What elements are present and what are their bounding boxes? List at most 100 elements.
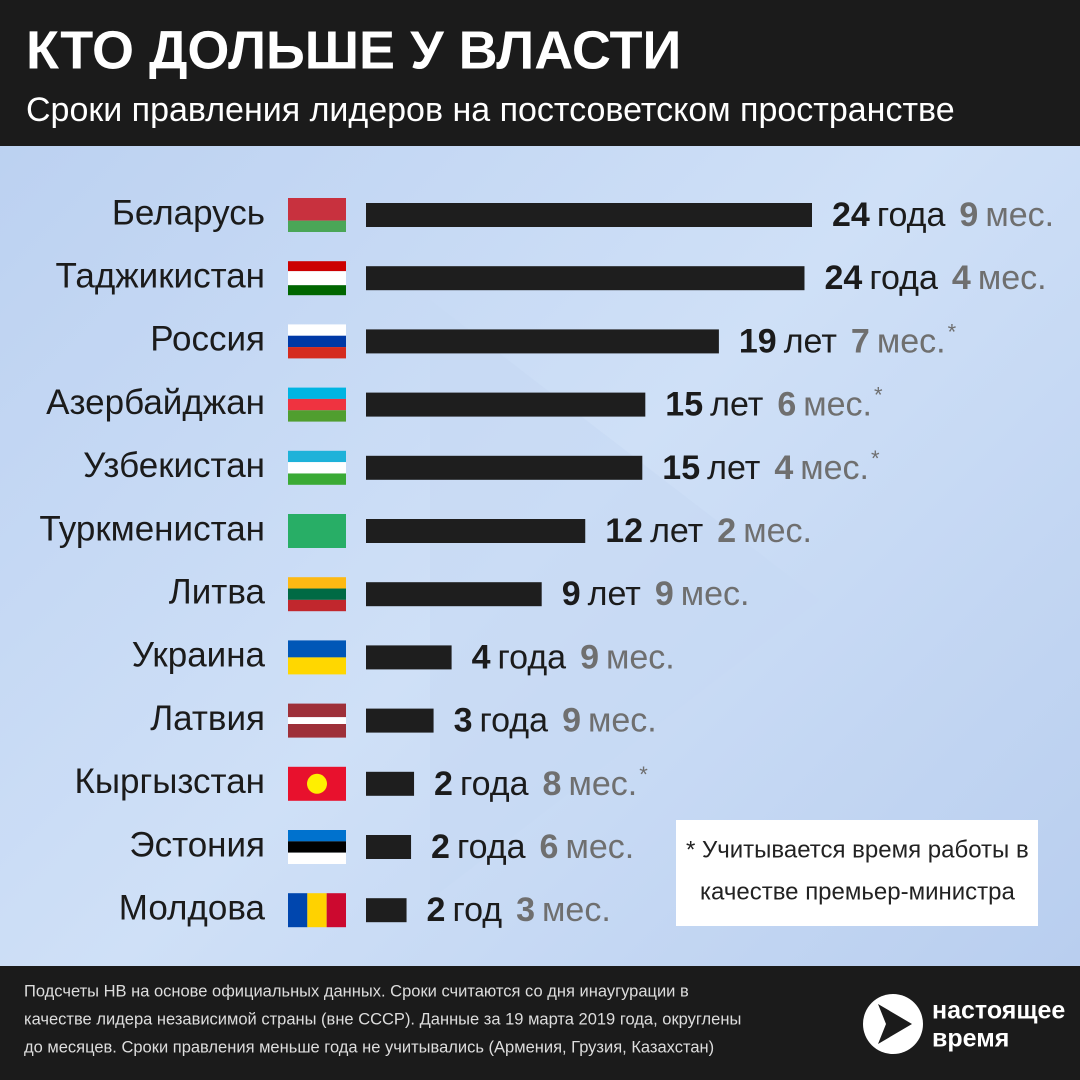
bar — [366, 392, 646, 417]
value-months: 9 — [959, 196, 978, 234]
value-year-word: лет — [710, 386, 763, 424]
bar — [366, 519, 586, 543]
category-label: Беларусь — [112, 193, 265, 232]
flag — [288, 450, 346, 463]
footnote-mark: * — [871, 446, 880, 471]
value-year-word: лет — [784, 322, 837, 360]
value-months: 9 — [562, 702, 581, 740]
flag — [288, 347, 346, 359]
value-label: 3 года 9 мес. — [454, 702, 657, 740]
flag — [288, 657, 346, 675]
value-year-word: лет — [650, 512, 703, 550]
logo-text: настоящее — [932, 997, 1065, 1025]
value-label: 12 лет 2 мес. — [605, 512, 812, 550]
value-years: 9 — [562, 575, 581, 613]
value-year-word: лет — [707, 449, 760, 487]
value-year-word: лет — [588, 575, 641, 613]
category-label: Узбекистан — [83, 446, 265, 485]
flag — [288, 271, 346, 286]
chart-subtitle: Сроки правления лидеров на постсоветском… — [26, 91, 955, 129]
header — [0, 0, 1080, 146]
flag — [288, 588, 346, 600]
flag — [307, 773, 327, 794]
value-years: 19 — [739, 322, 777, 360]
bar — [366, 455, 643, 480]
flag — [288, 473, 346, 485]
flag — [288, 599, 346, 612]
value-label: 15 лет 4 мес.* — [662, 446, 880, 487]
value-months: 8 — [543, 765, 562, 803]
flag — [288, 577, 346, 589]
bar — [366, 835, 412, 859]
category-label: Кыргызстан — [74, 762, 265, 801]
footnote-mark: * — [948, 319, 957, 344]
value-month-unit: мес. — [542, 891, 611, 929]
category-label: Украина — [132, 636, 266, 675]
value-year-word: года — [457, 828, 526, 866]
footer-line: до месяцев. Сроки правления меньше года … — [24, 1038, 714, 1056]
flag — [326, 893, 346, 928]
bar — [366, 645, 452, 670]
value-years: 15 — [662, 449, 700, 487]
value-month-unit: мес. — [588, 702, 657, 740]
value-years: 24 — [824, 259, 862, 297]
bar — [366, 203, 812, 227]
flag — [288, 841, 346, 853]
value-month-unit: мес. — [803, 386, 872, 424]
logo-icon — [878, 1004, 912, 1044]
flag — [288, 220, 346, 232]
value-year-word: года — [479, 702, 548, 740]
value-label: 2 года 6 мес. — [431, 828, 634, 866]
flag — [288, 198, 346, 221]
value-years: 24 — [832, 196, 870, 234]
value-years: 2 — [434, 765, 453, 803]
value-label: 9 лет 9 мес. — [562, 575, 750, 613]
bar — [366, 329, 719, 354]
value-years: 4 — [472, 638, 491, 676]
category-label: Россия — [150, 320, 265, 359]
value-month-unit: мес. — [877, 322, 946, 360]
footer-line: Подсчеты НВ на основе официальных данных… — [24, 982, 689, 1000]
flag — [288, 462, 346, 474]
value-label: 2 год 3 мес. — [427, 891, 611, 929]
note-line: * Учитывается время работы в — [686, 836, 1029, 863]
bar — [366, 771, 415, 796]
value-months: 6 — [777, 386, 796, 424]
value-year-word: года — [498, 638, 567, 676]
value-month-unit: мес. — [681, 575, 750, 613]
value-months: 4 — [952, 259, 971, 297]
note-line: качестве премьер-министра — [700, 878, 1015, 905]
value-month-unit: мес. — [800, 449, 869, 487]
flag — [288, 324, 346, 336]
flag — [288, 261, 346, 272]
flag — [288, 724, 346, 738]
logo-text: время — [932, 1025, 1009, 1053]
value-label: 24 года 9 мес. — [832, 196, 1054, 234]
category-label: Молдова — [119, 888, 266, 927]
value-label: 15 лет 6 мес.* — [665, 382, 883, 423]
value-month-unit: мес. — [978, 259, 1047, 297]
flag — [288, 830, 346, 842]
bar — [366, 708, 434, 733]
footnote-mark: * — [639, 762, 648, 787]
value-month-unit: мес. — [743, 512, 812, 550]
flag — [288, 852, 346, 864]
value-label: 24 года 4 мес. — [824, 259, 1046, 297]
footer-line: качестве лидера независимой страны (вне … — [24, 1010, 741, 1028]
value-months: 2 — [717, 512, 736, 550]
flag — [288, 703, 346, 718]
bar — [366, 582, 542, 607]
value-months: 6 — [540, 828, 559, 866]
flag — [288, 398, 346, 411]
value-label: 4 года 9 мес. — [472, 638, 675, 676]
category-label: Латвия — [150, 699, 265, 738]
category-label: Литва — [169, 572, 266, 611]
value-months: 9 — [580, 638, 599, 676]
value-year-word: года — [460, 765, 529, 803]
flag — [288, 285, 346, 296]
chart-title: КТО ДОЛЬШЕ У ВЛАСТИ — [26, 20, 681, 80]
flag — [288, 717, 346, 724]
background-logo — [430, 300, 820, 900]
bar — [366, 898, 407, 923]
value-years: 2 — [427, 891, 446, 929]
